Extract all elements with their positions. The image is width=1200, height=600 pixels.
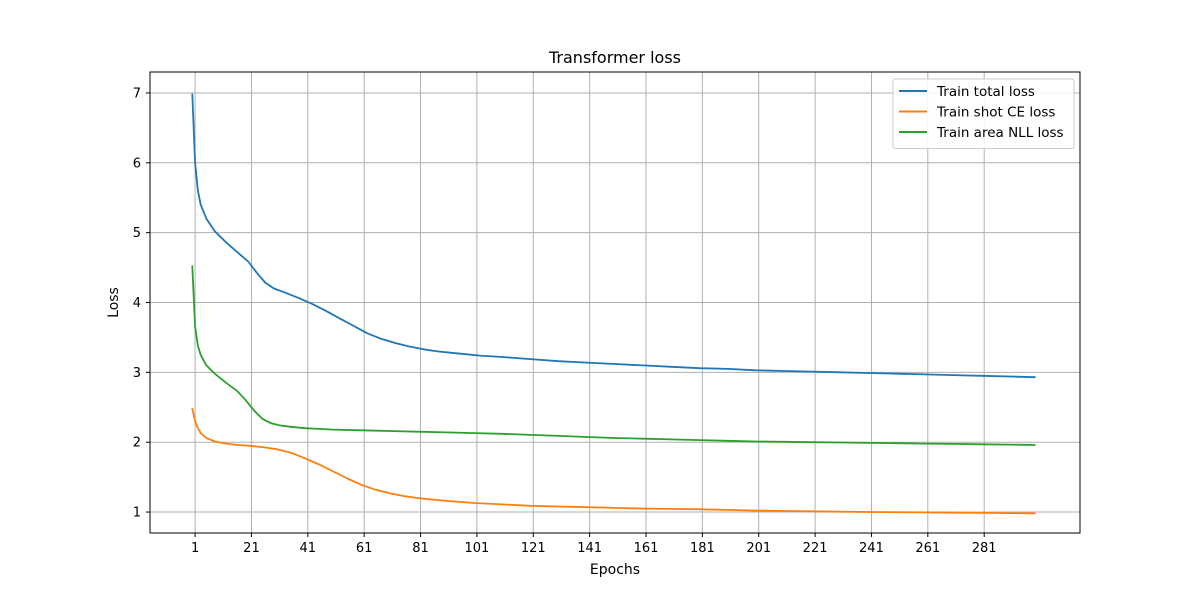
legend-items: Train total loss Train shot CE loss Train … (899, 84, 1064, 141)
series-line-3 (191, 265, 1036, 446)
x-tick-label: 181 (690, 541, 715, 556)
x-tick-label: 81 (412, 541, 429, 556)
x-tick-label: 1 (191, 541, 199, 556)
x-tick-label: 241 (859, 541, 884, 556)
x-tick-label: 141 (577, 541, 602, 556)
x-tick-label: 221 (803, 541, 828, 556)
x-tick-label: 261 (915, 541, 940, 556)
series-line-1 (191, 93, 1036, 379)
x-tick-label: 41 (300, 541, 317, 556)
x-tick-label: 281 (972, 541, 997, 556)
chart-title: Transformer loss (548, 48, 681, 67)
y-tick-label: 6 (133, 156, 141, 171)
series-lines (191, 93, 1036, 515)
y-axis-ticks: 1 2 3 4 5 6 7 (133, 86, 150, 521)
y-axis-title: Loss (106, 287, 122, 318)
x-tick-label: 161 (634, 541, 659, 556)
legend-box (892, 78, 1075, 149)
legend-label-1: Train total loss (936, 84, 1035, 100)
y-tick-label: 3 (133, 366, 141, 381)
x-axis-ticks: 1 21 41 61 81 101 121 141 161 181 201 221 241 261 281 (191, 533, 997, 556)
y-tick-label: 2 (133, 436, 141, 451)
x-tick-label: 101 (464, 541, 489, 556)
legend: Train total loss Train shot CE loss Train … (892, 78, 1075, 149)
x-axis-title: Epochs (590, 562, 640, 578)
legend-label-2: Train shot CE loss (936, 105, 1055, 121)
y-tick-label: 7 (133, 86, 141, 101)
y-tick-label: 5 (133, 226, 141, 241)
series-line-2 (191, 407, 1036, 515)
grid (150, 72, 1080, 533)
x-tick-label: 61 (356, 541, 373, 556)
y-tick-label: 1 (133, 506, 141, 521)
x-tick-label: 201 (746, 541, 771, 556)
legend-label-3: Train area NLL loss (936, 125, 1064, 141)
y-tick-label: 4 (133, 296, 141, 311)
x-tick-label: 21 (243, 541, 260, 556)
x-tick-label: 121 (521, 541, 546, 556)
